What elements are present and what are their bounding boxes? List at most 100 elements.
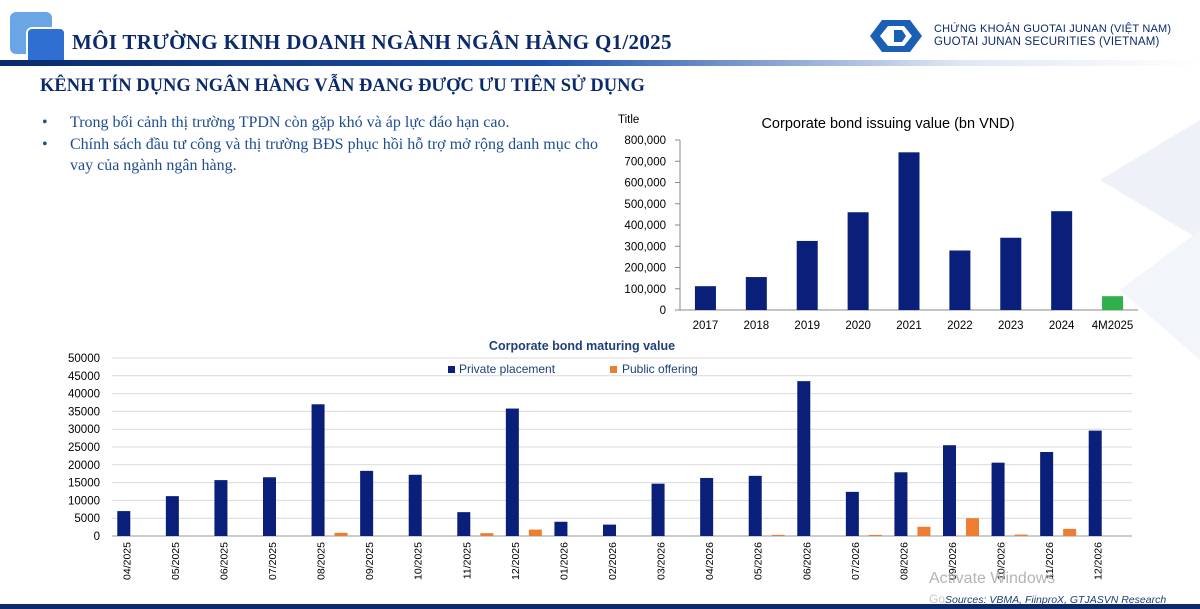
- x-tick-label: 2021: [896, 320, 922, 332]
- x-tick-label: 06/2026: [801, 542, 813, 580]
- bar-public: [917, 526, 931, 536]
- x-tick-label: 2023: [998, 320, 1024, 332]
- bar-public: [528, 529, 542, 536]
- x-tick-label: 09/2026: [947, 542, 959, 580]
- x-tick-label: 08/2026: [898, 542, 910, 580]
- company-logo-icon: [870, 20, 922, 52]
- bar-private: [360, 470, 374, 536]
- x-tick-label: 05/2026: [753, 542, 765, 580]
- bar-private: [651, 483, 665, 536]
- x-tick-label: 11/2026: [1044, 542, 1056, 579]
- bar-private: [554, 521, 568, 536]
- y-tick-label: 100,000: [624, 284, 666, 296]
- legend-swatch-private: [448, 366, 455, 373]
- issuing-value-chart-svg: Title Corporate bond issuing value (bn VN…: [618, 114, 1138, 332]
- x-tick-label: 12/2025: [510, 542, 522, 580]
- x-tick-label: 2018: [744, 320, 770, 332]
- chart-title: Corporate bond issuing value (bn VND): [761, 116, 1014, 132]
- y-tick-label: 0: [660, 305, 666, 317]
- footer-divider: [0, 604, 1200, 609]
- y-tick-label: 800,000: [624, 135, 666, 147]
- bar: [898, 152, 920, 310]
- bar-private: [943, 445, 956, 536]
- y-tick-label: 15000: [68, 478, 100, 490]
- x-tick-label: 05/2025: [170, 542, 182, 580]
- bar-public: [480, 533, 494, 536]
- x-tick-label: 03/2026: [656, 542, 668, 580]
- bar-private: [1088, 430, 1102, 536]
- y-tick-label: 50000: [68, 353, 100, 365]
- x-tick-label: 07/2026: [850, 542, 862, 580]
- bar-private: [603, 524, 616, 536]
- bar-private: [457, 512, 471, 536]
- y-tick-label: 35000: [68, 406, 100, 418]
- bar: [745, 277, 767, 310]
- maturing-value-chart-svg: Corporate bond maturing value 0 5000 10000 1…: [68, 339, 1132, 580]
- bar-private: [1040, 451, 1054, 536]
- bar-public: [334, 532, 348, 536]
- bar: [1051, 211, 1073, 310]
- y-tick-label: 5000: [74, 513, 100, 525]
- issuing-value-chart: Title Corporate bond issuing value (bn VN…: [618, 104, 1148, 338]
- bar: [847, 212, 869, 310]
- header-divider: [0, 60, 1200, 66]
- x-tick-label: 08/2025: [316, 542, 328, 580]
- source-note: Sources: VBMA, FiinproX, GTJASVN Researc…: [945, 594, 1167, 606]
- background-shape: [1100, 120, 1200, 360]
- activate-windows-watermark: Activate Windows: [929, 570, 1056, 587]
- legend-swatch-public: [610, 366, 617, 373]
- maturing-value-chart: Corporate bond maturing value 0 5000 10000 1…: [56, 336, 1136, 586]
- x-tick-label: 11/2025: [461, 542, 473, 579]
- y-tick-label: 20000: [68, 460, 100, 472]
- y-tick-label: 30000: [68, 424, 100, 436]
- y-tick-label: 0: [94, 531, 100, 543]
- chart-title: Corporate bond maturing value: [489, 339, 675, 353]
- legend-label-private: Private placement: [459, 362, 556, 376]
- x-tick-label: 01/2026: [558, 542, 570, 580]
- x-tick-label: 10/2025: [413, 542, 425, 580]
- bar-private: [263, 477, 276, 536]
- bar-private: [214, 480, 228, 536]
- y-tick-label: 600,000: [624, 178, 666, 190]
- bar-private: [311, 404, 325, 536]
- company-name-vn: CHỨNG KHOÁN GUOTAI JUNAN (VIỆT NAM): [934, 23, 1172, 35]
- chart-corner-label: Title: [618, 114, 639, 126]
- bar: [796, 240, 818, 310]
- y-tick-label: 10000: [68, 495, 100, 507]
- section-subtitle: KÊNH TÍN DỤNG NGÂN HÀNG VẪN ĐANG ĐƯỢC ƯU…: [40, 76, 645, 96]
- bullet-item: Chính sách đầu tư công và thị trường BĐS…: [42, 134, 598, 176]
- x-tick-label: 2022: [947, 320, 973, 332]
- x-tick-label: 12/2026: [1093, 542, 1105, 580]
- bar-private: [797, 381, 811, 536]
- bar: [949, 250, 971, 310]
- bar-public: [966, 518, 979, 536]
- bar-private: [700, 477, 714, 536]
- x-tick-label: 4M2025: [1092, 320, 1134, 332]
- bar: [1102, 296, 1124, 310]
- x-tick-label: 02/2026: [607, 542, 619, 580]
- bar-private: [408, 474, 422, 536]
- y-tick-label: 400,000: [624, 220, 666, 232]
- bar-public: [868, 534, 882, 536]
- bar-private: [748, 475, 762, 536]
- bar-public: [771, 534, 785, 536]
- page-title: MÔI TRƯỜNG KINH DOANH NGÀNH NGÂN HÀNG Q1…: [72, 30, 672, 54]
- bar: [694, 286, 716, 310]
- y-tick-label: 700,000: [624, 156, 666, 168]
- company-name-en: GUOTAI JUNAN SECURITIES (VIETNAM): [934, 36, 1160, 48]
- bar-private: [991, 462, 1005, 536]
- y-tick-label: 25000: [68, 442, 100, 454]
- bar-private: [117, 511, 131, 536]
- x-tick-label: 04/2025: [121, 542, 133, 580]
- bar: [1000, 237, 1022, 310]
- bar-public: [1063, 528, 1077, 536]
- x-tick-label: 2017: [693, 320, 719, 332]
- activate-windows-watermark-sub: Go: [929, 592, 946, 606]
- x-tick-label: 2020: [845, 320, 871, 332]
- y-tick-label: 300,000: [624, 241, 666, 253]
- x-tick-label: 07/2025: [267, 542, 279, 580]
- x-tick-label: 06/2025: [218, 542, 230, 580]
- legend-label-public: Public offering: [622, 362, 698, 376]
- y-tick-label: 45000: [68, 371, 100, 383]
- bar-private: [505, 408, 519, 536]
